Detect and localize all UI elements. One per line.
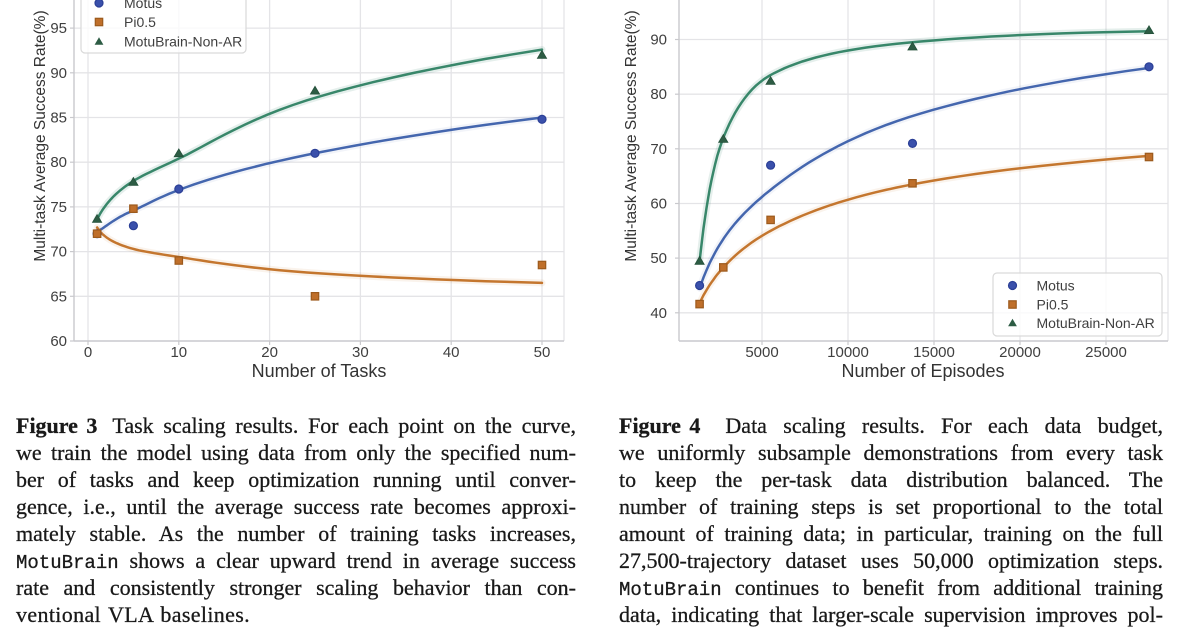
- svg-text:Pi0.5: Pi0.5: [1037, 297, 1069, 313]
- svg-text:Number of Episodes: Number of Episodes: [841, 361, 1004, 381]
- svg-text:20: 20: [261, 344, 278, 361]
- svg-text:40: 40: [650, 305, 667, 322]
- svg-text:20000: 20000: [999, 344, 1041, 361]
- svg-text:5000: 5000: [745, 344, 778, 361]
- svg-text:80: 80: [50, 154, 67, 171]
- svg-text:50: 50: [650, 250, 667, 267]
- svg-text:Motus: Motus: [124, 0, 162, 11]
- svg-text:90: 90: [650, 32, 667, 49]
- svg-text:40: 40: [443, 344, 460, 361]
- svg-text:10000: 10000: [827, 344, 869, 361]
- svg-text:50: 50: [534, 344, 551, 361]
- svg-text:Multi-task Average Success Rat: Multi-task Average Success Rate(%): [32, 10, 49, 261]
- svg-text:95: 95: [50, 20, 67, 37]
- svg-text:60: 60: [650, 196, 667, 213]
- svg-text:80: 80: [650, 86, 667, 103]
- svg-text:MotuBrain-Non-AR: MotuBrain-Non-AR: [1037, 315, 1155, 331]
- svg-text:Pi0.5: Pi0.5: [124, 14, 156, 30]
- svg-text:15000: 15000: [913, 344, 955, 361]
- svg-text:75: 75: [50, 199, 67, 216]
- svg-text:60: 60: [50, 333, 67, 350]
- svg-text:0: 0: [84, 344, 92, 361]
- svg-text:70: 70: [50, 244, 67, 261]
- svg-text:10: 10: [170, 344, 187, 361]
- svg-text:65: 65: [50, 288, 67, 305]
- svg-text:Number of Tasks: Number of Tasks: [252, 361, 387, 381]
- svg-text:Motus: Motus: [1037, 278, 1075, 294]
- svg-text:25000: 25000: [1085, 344, 1127, 361]
- svg-text:MotuBrain-Non-AR: MotuBrain-Non-AR: [124, 34, 242, 50]
- svg-text:90: 90: [50, 65, 67, 82]
- svg-text:70: 70: [650, 141, 667, 158]
- svg-text:30: 30: [352, 344, 369, 361]
- svg-text:Multi-task Average Success Rat: Multi-task Average Success Rate(%): [623, 10, 640, 261]
- svg-text:85: 85: [50, 110, 67, 127]
